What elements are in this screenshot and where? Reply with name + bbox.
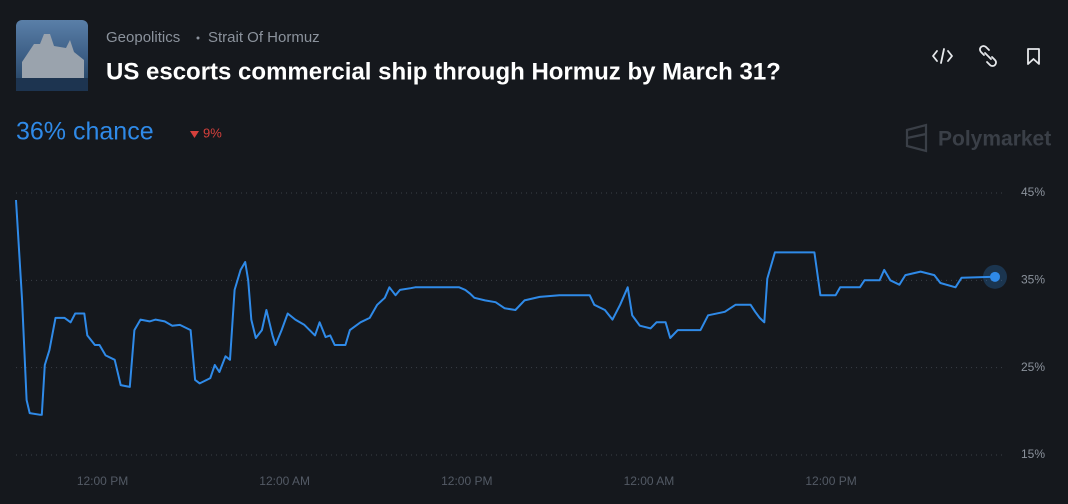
end-point	[990, 271, 1000, 282]
brand-logo	[905, 123, 928, 153]
chance: 36% chance	[16, 118, 154, 146]
thumbnail	[16, 20, 88, 91]
bookmark-icon[interactable]	[1027, 48, 1040, 65]
separator	[196, 36, 200, 40]
y-tick-label: 45%	[1021, 185, 1045, 199]
y-tick-label: 25%	[1021, 360, 1045, 374]
y-tick-label: 35%	[1021, 273, 1045, 287]
market-title: US escorts commercial ship through Hormu…	[106, 58, 781, 85]
embed-icon[interactable]	[932, 48, 953, 64]
link-icon[interactable]	[979, 45, 997, 67]
x-tick-label: 12:00 AM	[259, 474, 310, 488]
x-tick-label: 12:00 PM	[805, 474, 856, 488]
x-tick-label: 12:00 PM	[77, 474, 128, 488]
brand: Polymarket	[938, 128, 1051, 151]
change: 9%	[203, 125, 222, 140]
price-line	[15, 199, 996, 416]
change-arrow	[190, 131, 199, 138]
category: Geopolitics	[106, 29, 180, 46]
subcategory: Strait Of Hormuz	[208, 29, 320, 46]
y-tick-label: 15%	[1021, 447, 1045, 461]
x-tick-label: 12:00 AM	[624, 474, 675, 488]
x-tick-label: 12:00 PM	[441, 474, 492, 488]
